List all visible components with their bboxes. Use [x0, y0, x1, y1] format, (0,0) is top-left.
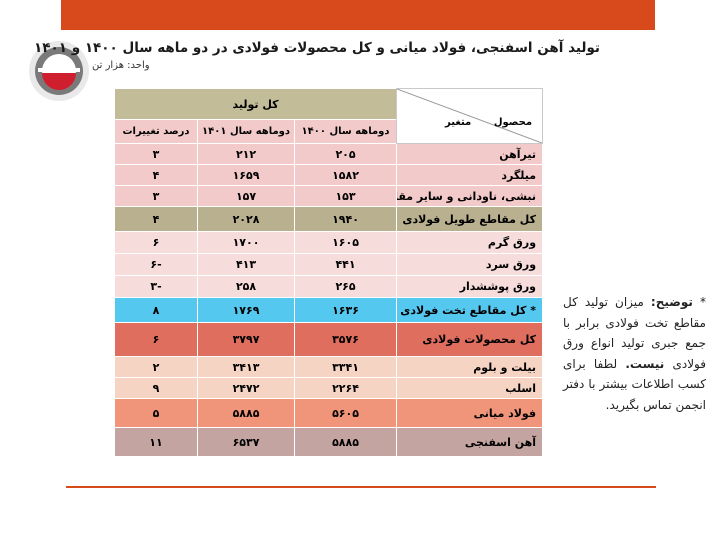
table-row: اسلب ۲۲۶۴ ۲۴۷۲ ۹: [113, 377, 544, 399]
explanation-note: * توضیح: میزان تولید کل مقاطع تخت فولادی…: [563, 292, 706, 415]
change-percent: ۱۱: [113, 427, 199, 457]
value-1401: ۵۸۸۵: [197, 398, 296, 428]
value-1400: ۳۵۷۶: [294, 322, 398, 357]
row-name: میلگرد: [396, 164, 544, 186]
table-row: تیرآهن ۲۰۵ ۲۱۲ ۳: [113, 143, 544, 165]
change-percent: ۵: [113, 398, 199, 428]
change-percent: ۹: [113, 377, 199, 399]
value-1400: ۳۳۴۱: [294, 356, 398, 378]
change-percent: ۳: [113, 185, 199, 207]
production-table: محصول متغیر کل تولید دوماهه سال ۱۴۰۰ دوما…: [113, 88, 544, 457]
bottom-accent-line: [66, 486, 656, 488]
note-marker: *: [699, 295, 706, 309]
association-logo: [29, 41, 89, 101]
value-1400: ۲۲۶۴: [294, 377, 398, 399]
value-1401: ۲۱۲: [197, 143, 296, 165]
value-1400: ۱۶۳۶: [294, 297, 398, 323]
value-1400: ۴۴۱: [294, 253, 398, 276]
value-1400: ۱۹۴۰: [294, 206, 398, 232]
change-percent: ۴: [113, 206, 199, 232]
table-row: آهن اسفنجی ۵۸۸۵ ۶۵۳۷ ۱۱: [113, 427, 544, 457]
table-row: ورق گرم ۱۶۰۵ ۱۷۰۰ ۶: [113, 231, 544, 254]
value-1400: ۲۶۵: [294, 275, 398, 298]
row-name: ورق سرد: [396, 253, 544, 276]
top-accent-bar: [61, 0, 655, 30]
value-1400: ۱۶۰۵: [294, 231, 398, 254]
row-name: اسلب: [396, 377, 544, 399]
table-row: نبشی، ناودانی و سایر مقاطع۱۵۳۱۵۷۳: [113, 185, 544, 207]
value-1401: ۴۱۳: [197, 253, 296, 276]
unit-label: واحد: هزار تن: [92, 60, 150, 71]
value-1400: ۵۸۸۵: [294, 427, 398, 457]
variable-header-cell: محصول متغیر: [396, 88, 544, 144]
table-row: * کل مقاطع تخت فولادی ۱۶۳۶ ۱۷۶۹ ۸: [113, 297, 544, 323]
value-1401: ۱۷۰۰: [197, 231, 296, 254]
note-text-1: میزان تولید کل مقاطع تخت فولادی برابر با…: [563, 295, 706, 371]
value-1401: ۱۷۶۹: [197, 297, 296, 323]
value-1400: ۵۶۰۵: [294, 398, 398, 428]
row-name: بیلت و بلوم: [396, 356, 544, 378]
value-1400: ۲۰۵: [294, 143, 398, 165]
group-header: کل تولید: [113, 88, 398, 120]
row-name: نبشی، ناودانی و سایر مقاطع: [396, 185, 544, 207]
value-1400: ۱۵۸۲: [294, 164, 398, 186]
change-percent: ۸: [113, 297, 199, 323]
row-name: ورق گرم: [396, 231, 544, 254]
change-percent: -۳: [113, 275, 199, 298]
table-row: ورق پوششدار ۲۶۵ ۲۵۸ -۳: [113, 275, 544, 298]
change-percent: -۶: [113, 253, 199, 276]
row-name: فولاد میانی: [396, 398, 544, 428]
value-1401: ۲۴۷۲: [197, 377, 296, 399]
note-text-2: لطفا برای کسب اطلاعات بیشتر با دفتر انجم…: [563, 356, 706, 412]
table-row: میلگرد ۱۵۸۲ ۱۶۵۹ ۴: [113, 164, 544, 186]
row-name: تیرآهن: [396, 143, 544, 165]
value-1401: ۳۴۱۳: [197, 356, 296, 378]
row-name: کل مقاطع طویل فولادی: [396, 206, 544, 232]
column-header: درصد تغییرات: [113, 119, 199, 144]
value-1401: ۲۵۸: [197, 275, 296, 298]
note-heading: توضیح:: [650, 295, 693, 309]
change-percent: ۲: [113, 356, 199, 378]
row-name: آهن اسفنجی: [396, 427, 544, 457]
value-1401: ۳۷۹۷: [197, 322, 296, 357]
value-1401: ۱۶۵۹: [197, 164, 296, 186]
change-percent: ۴: [113, 164, 199, 186]
table-row: کل محصولات فولادی ۳۵۷۶ ۳۷۹۷ ۶: [113, 322, 544, 357]
table-row: کل مقاطع طویل فولادی ۱۹۴۰ ۲۰۲۸ ۴: [113, 206, 544, 232]
change-percent: ۶: [113, 322, 199, 357]
change-percent: ۶: [113, 231, 199, 254]
page-title: تولید آهن اسفنجی، فولاد میانی و کل محصول…: [34, 40, 600, 56]
value-1401: ۲۰۲۸: [197, 206, 296, 232]
row-name: ورق پوششدار: [396, 275, 544, 298]
table-row: بیلت و بلوم ۳۳۴۱ ۳۴۱۳ ۲: [113, 356, 544, 378]
row-name: * کل مقاطع تخت فولادی: [396, 297, 544, 323]
value-1401: ۱۵۷: [197, 185, 296, 207]
value-1401: ۶۵۳۷: [197, 427, 296, 457]
column-header: دوماهه سال ۱۴۰۰: [294, 119, 398, 144]
table-row: ورق سرد ۴۴۱ ۴۱۳ -۶: [113, 253, 544, 276]
row-name: کل محصولات فولادی: [396, 322, 544, 357]
variable-header-label: متغیر: [445, 117, 472, 128]
note-emphasis: نیست.: [625, 356, 665, 371]
column-header: دوماهه سال ۱۴۰۱: [197, 119, 296, 144]
product-header-label: محصول: [493, 117, 533, 128]
diagonal-divider: [397, 89, 542, 143]
table-row: فولاد میانی ۵۶۰۵ ۵۸۸۵ ۵: [113, 398, 544, 428]
value-1400: ۱۵۳: [294, 185, 398, 207]
change-percent: ۳: [113, 143, 199, 165]
